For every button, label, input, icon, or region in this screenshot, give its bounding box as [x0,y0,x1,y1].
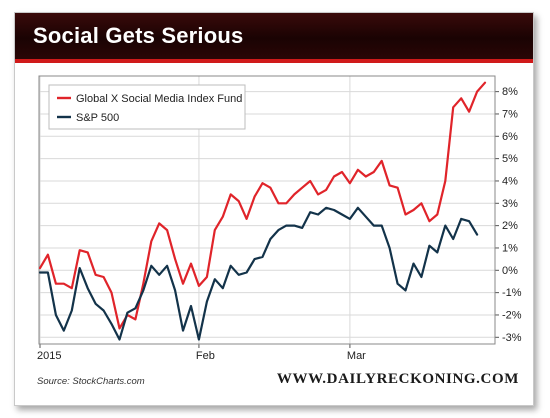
source-note: Source: StockCharts.com [37,376,145,387]
website-credit: WWW.DAILYRECKONING.COM [276,371,519,387]
y-tick-label: 3% [502,198,518,210]
chart-card: Social Gets Serious -3% -2% -1% 0% 1% 2% 3% 4% 5… [14,12,534,406]
legend-box [48,84,246,130]
series-line-social-media-fund [38,81,487,330]
y-tick-label: -1% [502,287,522,299]
y-tick-label: 7% [502,108,518,120]
y-tick-label: -3% [502,332,522,344]
legend-label: S&P 500 [76,112,119,124]
x-tick-label: Feb [196,350,215,362]
series-line-sp500 [38,206,479,341]
y-tick-label: 2% [502,220,518,232]
y-tick-label: 5% [502,153,518,165]
y-tick-label: 6% [502,131,518,143]
x-tick-label: 2015 [37,350,61,362]
plot-frame [38,75,496,345]
legend-label: Global X Social Media Index Fund [76,93,242,105]
y-tick-label: 0% [502,265,518,277]
y-tick-label: 1% [502,242,518,254]
y-tick-label: -2% [502,309,522,321]
chart-title: Social Gets Serious [33,23,244,48]
y-tick-label: 4% [502,175,518,187]
x-tick-label: Mar [347,350,366,362]
title-banner: Social Gets Serious [15,13,533,63]
line-chart: -3% -2% -1% 0% 1% 2% 3% 4% 5% 6% 7% 8% 2015 Feb Mar Glo… [37,75,522,362]
y-tick-label: 8% [502,86,518,98]
